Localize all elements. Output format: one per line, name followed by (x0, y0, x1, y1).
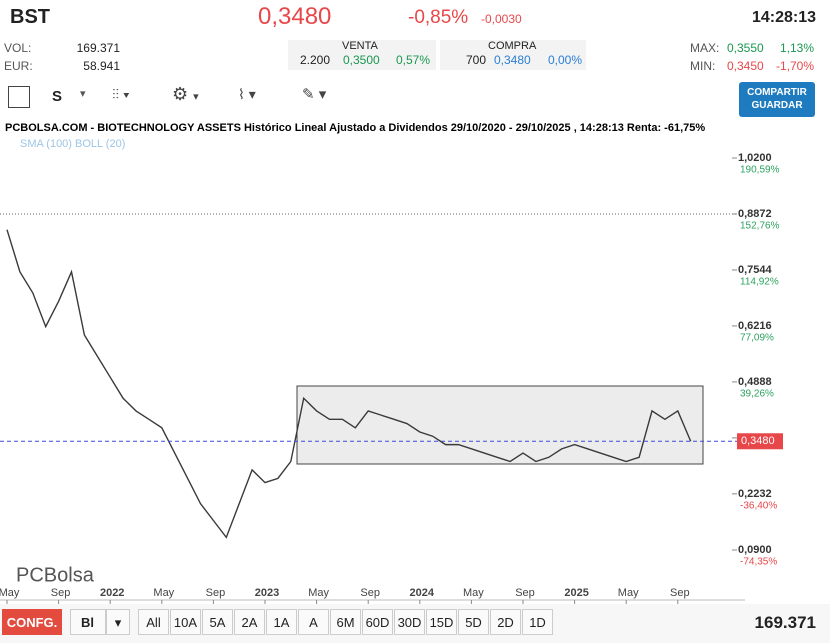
x-tick-label: Sep (360, 587, 380, 599)
x-tick-label: 2024 (410, 587, 435, 599)
scale-dropdown[interactable]: ▾ (80, 88, 86, 100)
sell-qty: 2.200 (300, 53, 331, 67)
vol-label: VOL: (4, 41, 32, 55)
buy-qty: 700 (466, 53, 487, 67)
range-button[interactable]: 60D (362, 609, 393, 635)
range-button[interactable]: 2D (490, 609, 521, 635)
eur-label: EUR: (4, 59, 33, 73)
range-button[interactable]: 10A (170, 609, 201, 635)
range-button[interactable]: 5D (458, 609, 489, 635)
share-button[interactable]: COMPARTIR GUARDAR (739, 82, 815, 117)
chart-title: PCBOLSA.COM - BIOTECHNOLOGY ASSETS Histó… (5, 122, 705, 134)
change: -0,0030 (481, 12, 522, 26)
x-tick-label: 2025 (564, 587, 588, 599)
y2-tick-label: 77,09% (740, 333, 774, 344)
range-button[interactable]: 2A (234, 609, 265, 635)
buy-label: COMPRA (488, 40, 537, 52)
indicator-legend: SMA (100) BOLL (20) (20, 138, 125, 150)
y-tick-label: 0,8872 (738, 208, 772, 220)
footer-volume: 169.371 (754, 613, 816, 632)
x-tick-label: May (618, 587, 639, 599)
y-tick-label: 0,6216 (738, 320, 772, 332)
interval-select[interactable]: Bl (70, 609, 106, 635)
y2-tick-label: -74,35% (740, 557, 777, 568)
sell-label: VENTA (342, 40, 378, 52)
price-line (6, 229, 692, 539)
y-tick-label: 0,0900 (738, 544, 772, 556)
price: 0,3480 (258, 3, 332, 30)
x-tick-label: Sep (515, 587, 535, 599)
range-button[interactable]: 1D (522, 609, 553, 635)
max-label: MAX: (690, 41, 720, 55)
x-tick-label: May (0, 587, 20, 599)
x-tick-label: Sep (51, 587, 71, 599)
eur: 58.941 (83, 59, 120, 73)
y-tick-label: 0,4888 (738, 376, 772, 388)
share-label: COMPARTIR (747, 87, 807, 98)
indicators-button[interactable]: ⌇ ▾ (238, 86, 256, 102)
x-tick-label: 2023 (255, 587, 279, 599)
ticker: BST (10, 6, 50, 28)
min-pct: -1,70% (776, 59, 815, 73)
y2-tick-label: 114,92% (740, 277, 779, 288)
y-tick-label: 0,2232 (738, 488, 772, 500)
sell-pct: 0,57% (396, 53, 431, 67)
y2-tick-label: 190,59% (740, 165, 780, 176)
settings-button[interactable]: ⚙ ▾ (172, 84, 199, 104)
price-marker-label: 0,3480 (741, 435, 775, 447)
min: 0,3450 (727, 59, 764, 73)
x-tick-label: May (463, 587, 484, 599)
draw-button[interactable]: ✎ ▾ (302, 86, 327, 103)
x-tick-label: May (308, 587, 329, 599)
save-label: GUARDAR (751, 100, 803, 111)
y-tick-label: 1,0200 (738, 152, 772, 164)
buy-pct: 0,00% (548, 53, 583, 67)
range-button[interactable]: All (138, 609, 169, 635)
y-tick-label: 0,7544 (738, 264, 773, 276)
x-tick-label: May (153, 587, 174, 599)
watermark: PCBolsa (16, 564, 95, 586)
range-button[interactable]: 1A (266, 609, 297, 635)
sell-panel (288, 40, 436, 70)
vol: 169.371 (76, 41, 120, 55)
y2-tick-label: 39,26% (740, 389, 774, 400)
y2-tick-label: 152,76% (740, 221, 780, 232)
plot-area (0, 140, 745, 600)
buy-panel (440, 40, 586, 70)
buy-price: 0,3480 (494, 53, 531, 67)
range-button[interactable]: 6M (330, 609, 361, 635)
range-button[interactable]: 30D (394, 609, 425, 635)
x-tick-label: 2022 (100, 587, 124, 599)
x-tick-label: Sep (670, 587, 690, 599)
x-tick-label: Sep (206, 587, 226, 599)
range-button[interactable]: 15D (426, 609, 457, 635)
y2-tick-label: -36,40% (740, 500, 777, 511)
time: 14:28:13 (751, 9, 816, 26)
config-button[interactable]: CONFG. (2, 609, 62, 635)
max: 0,3550 (727, 41, 764, 55)
range-button[interactable]: A (298, 609, 329, 635)
max-pct: 1,13% (780, 41, 815, 55)
interval-dropdown[interactable]: ▾ (106, 609, 130, 635)
drawn-rectangle (296, 385, 704, 465)
range-button[interactable]: 5A (202, 609, 233, 635)
price-marker-box (737, 433, 783, 450)
scale-selector[interactable]: S (52, 88, 63, 105)
sell-price: 0,3500 (343, 53, 380, 67)
toolbar-toggle[interactable] (8, 86, 30, 108)
min-label: MIN: (690, 59, 716, 73)
change-pct: -0,85% (408, 7, 469, 28)
chart-type-button[interactable]: ⫶⫶ ▾ (112, 86, 130, 102)
